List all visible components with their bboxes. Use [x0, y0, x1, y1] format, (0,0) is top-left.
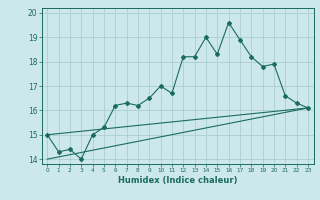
X-axis label: Humidex (Indice chaleur): Humidex (Indice chaleur) — [118, 176, 237, 185]
